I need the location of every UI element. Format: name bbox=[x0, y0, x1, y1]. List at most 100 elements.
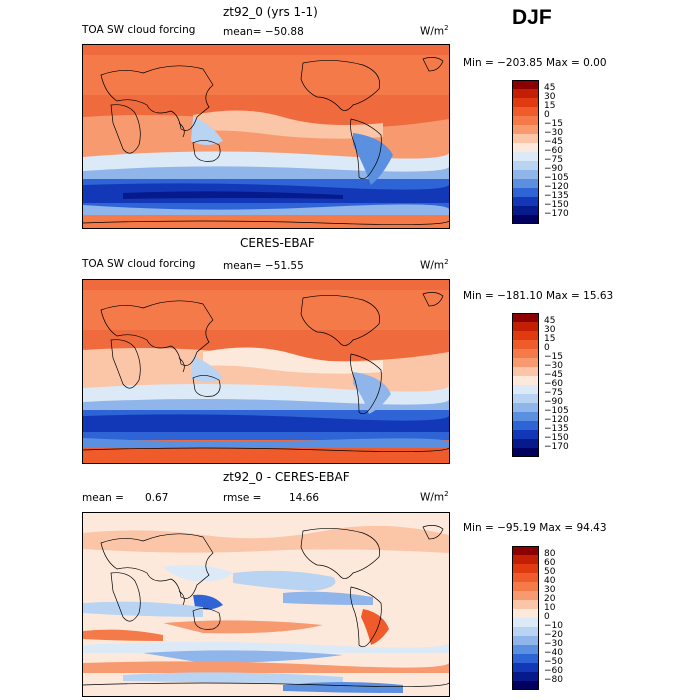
panel2-colorbar-label: −45 bbox=[544, 370, 563, 380]
panel2-colorbar-swatch bbox=[512, 358, 539, 367]
panel2-colorbar-swatch bbox=[512, 412, 539, 421]
panel1-colorbar-label: −105 bbox=[544, 173, 569, 183]
panel3-colorbar-swatch bbox=[512, 645, 539, 654]
panel2-units: W/m2 bbox=[420, 258, 449, 272]
panel2-colorbar-label: 0 bbox=[544, 343, 550, 353]
panel3-colorbar: 80 60 50 40 30 20 10 0 −10 −20 −30 −40 −… bbox=[512, 546, 592, 696]
panel3-rmse-label: rmse = bbox=[223, 492, 262, 504]
panel3-colorbar-swatch bbox=[512, 636, 539, 645]
panel3-colorbar-label: −10 bbox=[544, 621, 563, 631]
panel2-colorbar-label: −170 bbox=[544, 442, 569, 452]
panel3-colorbar-label: 60 bbox=[544, 558, 556, 568]
panel1-colorbar-swatch bbox=[512, 179, 539, 188]
panel2-colorbar-swatch bbox=[512, 421, 539, 430]
panel2-colorbar-swatch bbox=[512, 385, 539, 394]
panel3-mean-label: mean = bbox=[82, 492, 124, 504]
panel3-colorbar-label: 50 bbox=[544, 567, 556, 577]
panel2-mean: mean= −51.55 bbox=[223, 260, 304, 272]
panel2-colorbar-label: −60 bbox=[544, 379, 563, 389]
panel1-colorbar-label: 45 bbox=[544, 83, 556, 93]
panel3-colorbar-swatch bbox=[512, 591, 539, 600]
panel2-colorbar-swatch bbox=[512, 331, 539, 340]
panel2-colorbar-label: −15 bbox=[544, 352, 563, 362]
panel3-rmse-value: 14.66 bbox=[289, 492, 320, 504]
panel3-colorbar-swatch bbox=[512, 555, 539, 564]
panel2-title: CERES-EBAF bbox=[240, 236, 315, 250]
panel2-colorbar-label: −75 bbox=[544, 388, 563, 398]
panel3-colorbar-label: −40 bbox=[544, 648, 563, 658]
panel3-colorbar-swatch bbox=[512, 546, 539, 555]
panel2-colorbar-swatch bbox=[512, 376, 539, 385]
panel3-colorbar-swatch bbox=[512, 627, 539, 636]
panel2-colorbar-swatch bbox=[512, 394, 539, 403]
panel2-colorbar-label: −120 bbox=[544, 415, 569, 425]
panel1-colorbar-swatch bbox=[512, 125, 539, 134]
panel1-colorbar-swatch bbox=[512, 143, 539, 152]
panel1-colorbar-label: 15 bbox=[544, 101, 556, 111]
panel2-minmax: Min = −181.10 Max = 15.63 bbox=[463, 290, 614, 302]
panel1-map bbox=[82, 44, 450, 229]
panel3-colorbar-label: 80 bbox=[544, 549, 556, 559]
panel1-field-label: TOA SW cloud forcing bbox=[82, 24, 196, 36]
panel2-colorbar-label: −105 bbox=[544, 406, 569, 416]
panel3-mean-value: 0.67 bbox=[145, 492, 169, 504]
panel2-colorbar-swatch bbox=[512, 313, 539, 322]
panel1-colorbar-label: −135 bbox=[544, 191, 569, 201]
panel3-colorbar-swatch bbox=[512, 609, 539, 618]
panel2-colorbar-label: −90 bbox=[544, 397, 563, 407]
season-label: DJF bbox=[512, 6, 552, 29]
panel1-colorbar-swatch bbox=[512, 197, 539, 206]
panel3-colorbar-swatch bbox=[512, 582, 539, 591]
panel3-colorbar-label: 20 bbox=[544, 594, 556, 604]
panel2-colorbar: 45 30 15 0 −15 −30 −45 −60 −75 −90 −105 … bbox=[512, 313, 592, 463]
panel3-units: W/m2 bbox=[420, 490, 449, 504]
panel3-colorbar-label: −80 bbox=[544, 675, 563, 685]
panel3-colorbar-swatch bbox=[512, 681, 539, 690]
panel1-colorbar-swatch bbox=[512, 188, 539, 197]
panel1-colorbar: 45 30 15 0 −15 −30 −45 −60 −75 −90 −105 … bbox=[512, 80, 592, 230]
panel1-colorbar-swatch bbox=[512, 89, 539, 98]
panel1-colorbar-label: −15 bbox=[544, 119, 563, 129]
panel1-colorbar-label: −75 bbox=[544, 155, 563, 165]
panel1-colorbar-swatch bbox=[512, 161, 539, 170]
panel1-colorbar-label: −170 bbox=[544, 209, 569, 219]
panel2-colorbar-swatch bbox=[512, 349, 539, 358]
panel2-colorbar-label: 15 bbox=[544, 334, 556, 344]
panel1-title: zt92_0 (yrs 1-1) bbox=[223, 5, 318, 19]
panel2-colorbar-swatch bbox=[512, 430, 539, 439]
panel3-colorbar-label: −50 bbox=[544, 657, 563, 667]
panel1-colorbar-swatch bbox=[512, 170, 539, 179]
panel1-colorbar-label: −150 bbox=[544, 200, 569, 210]
panel2-field-label: TOA SW cloud forcing bbox=[82, 258, 196, 270]
panel3-colorbar-swatch bbox=[512, 600, 539, 609]
panel3-title: zt92_0 - CERES-EBAF bbox=[223, 470, 350, 484]
panel3-colorbar-label: 0 bbox=[544, 612, 550, 622]
panel3-colorbar-label: 30 bbox=[544, 585, 556, 595]
panel1-colorbar-label: −90 bbox=[544, 164, 563, 174]
panel1-mean: mean= −50.88 bbox=[223, 26, 304, 38]
panel1-minmax: Min = −203.85 Max = 0.00 bbox=[463, 57, 607, 69]
panel3-colorbar-swatch bbox=[512, 672, 539, 681]
panel1-colorbar-swatch bbox=[512, 215, 539, 224]
panel1-colorbar-swatch bbox=[512, 206, 539, 215]
panel2-colorbar-label: −30 bbox=[544, 361, 563, 371]
panel3-colorbar-label: −30 bbox=[544, 639, 563, 649]
panel2-colorbar-swatch bbox=[512, 322, 539, 331]
panel2-colorbar-swatch bbox=[512, 439, 539, 448]
panel1-colorbar-swatch bbox=[512, 107, 539, 116]
panel1-colorbar-swatch bbox=[512, 134, 539, 143]
panel2-colorbar-label: −150 bbox=[544, 433, 569, 443]
panel3-colorbar-swatch bbox=[512, 573, 539, 582]
panel1-colorbar-label: 30 bbox=[544, 92, 556, 102]
panel1-colorbar-label: −45 bbox=[544, 137, 563, 147]
panel1-colorbar-label: 0 bbox=[544, 110, 550, 120]
panel2-colorbar-label: 45 bbox=[544, 316, 556, 326]
panel3-colorbar-label: 10 bbox=[544, 603, 556, 613]
panel3-minmax: Min = −95.19 Max = 94.43 bbox=[463, 522, 607, 534]
panel2-colorbar-swatch bbox=[512, 448, 539, 457]
panel3-colorbar-label: −20 bbox=[544, 630, 563, 640]
panel1-colorbar-swatch bbox=[512, 116, 539, 125]
panel2-colorbar-swatch bbox=[512, 367, 539, 376]
panel2-colorbar-label: 30 bbox=[544, 325, 556, 335]
panel3-colorbar-swatch bbox=[512, 564, 539, 573]
